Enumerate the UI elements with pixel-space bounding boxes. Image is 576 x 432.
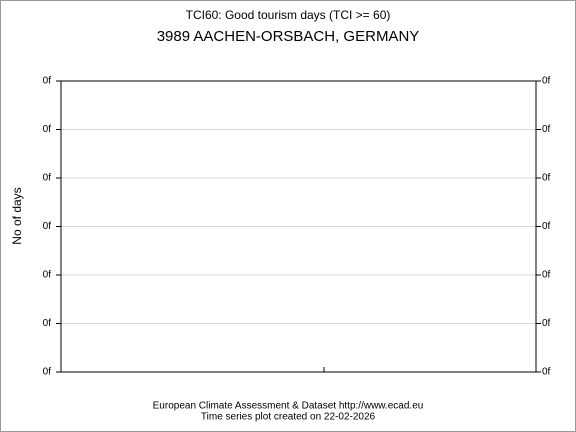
y2-tick-label: 0f bbox=[542, 221, 551, 232]
y2-tick-label: 0f bbox=[542, 173, 551, 184]
y2-tick-label: 0f bbox=[542, 76, 551, 87]
y-axis-label: No of days bbox=[10, 187, 24, 244]
y-tick-label: 0f bbox=[43, 221, 52, 232]
footer: European Climate Assessment & Dataset ht… bbox=[153, 401, 424, 412]
y-tick-label: 0f bbox=[43, 76, 52, 87]
footer: Time series plot created on 22-02-2026 bbox=[201, 412, 376, 423]
y-tick-label: 0f bbox=[43, 124, 52, 135]
y2-tick-label: 0f bbox=[542, 124, 551, 135]
y2-tick-label: 0f bbox=[542, 367, 551, 378]
y-tick-label: 0f bbox=[43, 318, 52, 329]
chart-subtitle: 3989 AACHEN-ORSBACH, GERMANY bbox=[157, 28, 420, 45]
y-tick-label: 0f bbox=[43, 270, 52, 281]
y2-tick-label: 0f bbox=[542, 318, 551, 329]
y-tick-label: 0f bbox=[43, 173, 52, 184]
plot-border bbox=[60, 80, 537, 373]
chart-title: TCI60: Good tourism days (TCI >= 60) bbox=[186, 8, 391, 22]
y-tick-label: 0f bbox=[43, 367, 52, 378]
y2-tick-label: 0f bbox=[542, 270, 551, 281]
